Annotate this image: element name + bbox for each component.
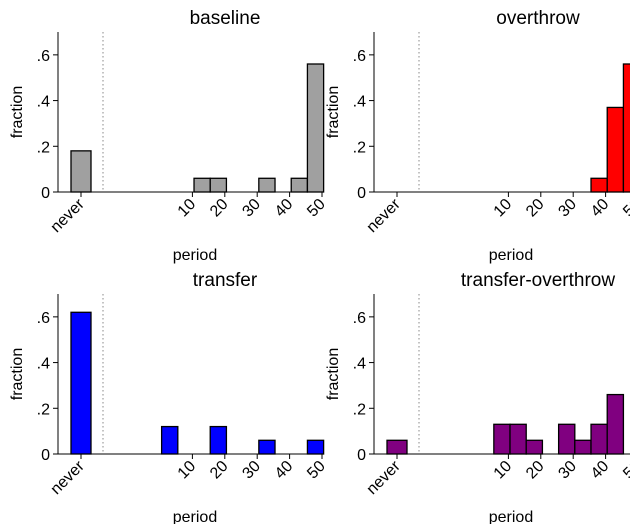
bar: [258, 177, 276, 193]
x-tick-label: 20: [523, 458, 548, 483]
y-tick-label: .4: [353, 94, 366, 111]
bar: [590, 177, 608, 193]
chart-title: transfer: [193, 270, 258, 291]
x-tick-label: 50: [304, 458, 329, 483]
x-tick-label: 40: [272, 458, 297, 483]
bar: [193, 177, 211, 193]
y-tick-label: .4: [37, 356, 50, 373]
x-tick-label: 30: [555, 458, 580, 483]
x-tick-label: never: [364, 457, 405, 498]
x-tick-label: 20: [523, 196, 548, 221]
bar: [493, 423, 511, 455]
x-axis-label: period: [173, 509, 217, 524]
chart-panel-3: transfer .6 .4 .2 0 fraction never 10 20 30 40 50 pe…: [9, 270, 329, 524]
bar: [525, 439, 544, 455]
y-tick-label: .6: [353, 48, 366, 65]
x-tick-label: 30: [555, 196, 580, 221]
y-tick-label: 0: [41, 447, 50, 464]
bar: [290, 177, 309, 193]
y-tick-label: .2: [37, 139, 50, 156]
x-tick-label: never: [48, 457, 89, 498]
bar: [386, 439, 408, 455]
bar: [258, 439, 276, 455]
x-tick-label: 40: [588, 458, 613, 483]
bar: [209, 425, 228, 455]
x-tick-label: 20: [207, 458, 232, 483]
bar: [606, 106, 625, 193]
x-tick-label: 30: [239, 196, 264, 221]
bar: [209, 177, 228, 193]
x-tick-label: 20: [207, 196, 232, 221]
x-axis-label: period: [173, 247, 217, 264]
x-tick-label: 10: [175, 458, 200, 483]
y-axis-label: fraction: [325, 86, 342, 138]
x-tick-label: 10: [491, 458, 516, 483]
y-tick-label: .6: [37, 48, 50, 65]
chart-panel-4: transfer-overthrow .6 .4 .2 0 fraction never 10…: [325, 270, 630, 524]
bar: [70, 311, 92, 455]
y-tick-label: 0: [357, 185, 366, 202]
bar: [306, 439, 325, 455]
y-tick-label: .2: [37, 401, 50, 418]
x-tick-label: 10: [491, 196, 516, 221]
x-tick-label: 10: [175, 196, 200, 221]
x-tick-label: 50: [620, 196, 630, 221]
chart-title: baseline: [190, 8, 261, 29]
bar: [622, 63, 630, 193]
bar: [574, 439, 592, 455]
chart-panel-1: baseline .6 .4 .2 0 fraction never 10 20 30 40 50 pe…: [9, 8, 329, 264]
y-axis-label: fraction: [9, 348, 26, 400]
x-tick-label: 30: [239, 458, 264, 483]
bar: [590, 423, 608, 455]
bar: [70, 150, 92, 193]
chart-panel-2: overthrow .6 .4 .2 0 fraction never 10 20 30 40 50 p…: [325, 8, 630, 264]
y-axis-label: fraction: [9, 86, 26, 138]
x-tick-label: never: [48, 195, 89, 236]
y-tick-label: .2: [353, 139, 366, 156]
x-tick-label: 40: [272, 196, 297, 221]
x-tick-label: never: [364, 195, 405, 236]
y-tick-label: .2: [353, 401, 366, 418]
y-tick-label: .6: [37, 310, 50, 327]
y-tick-label: .6: [353, 310, 366, 327]
y-axis-label: fraction: [325, 348, 342, 400]
y-tick-label: .4: [37, 94, 50, 111]
y-tick-label: 0: [357, 447, 366, 464]
bar: [160, 425, 179, 455]
x-tick-label: 50: [304, 196, 329, 221]
y-tick-label: 0: [41, 185, 50, 202]
bar: [306, 63, 325, 193]
x-axis-label: period: [489, 509, 533, 524]
bar: [557, 423, 576, 455]
x-tick-label: 50: [620, 458, 630, 483]
bar: [509, 423, 527, 455]
y-tick-label: .4: [353, 356, 366, 373]
chart-title: overthrow: [496, 8, 580, 29]
bar: [606, 393, 625, 455]
x-tick-label: 40: [588, 196, 613, 221]
x-axis-label: period: [489, 247, 533, 264]
chart-title: transfer-overthrow: [461, 270, 615, 291]
